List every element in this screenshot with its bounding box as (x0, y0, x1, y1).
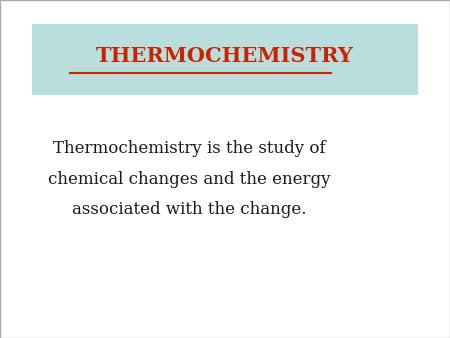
Text: associated with the change.: associated with the change. (72, 201, 306, 218)
Text: chemical changes and the energy: chemical changes and the energy (48, 171, 330, 188)
Text: Thermochemistry is the study of: Thermochemistry is the study of (53, 140, 325, 157)
Text: THERMOCHEMISTRY: THERMOCHEMISTRY (96, 46, 354, 66)
Bar (32, 24, 419, 95)
